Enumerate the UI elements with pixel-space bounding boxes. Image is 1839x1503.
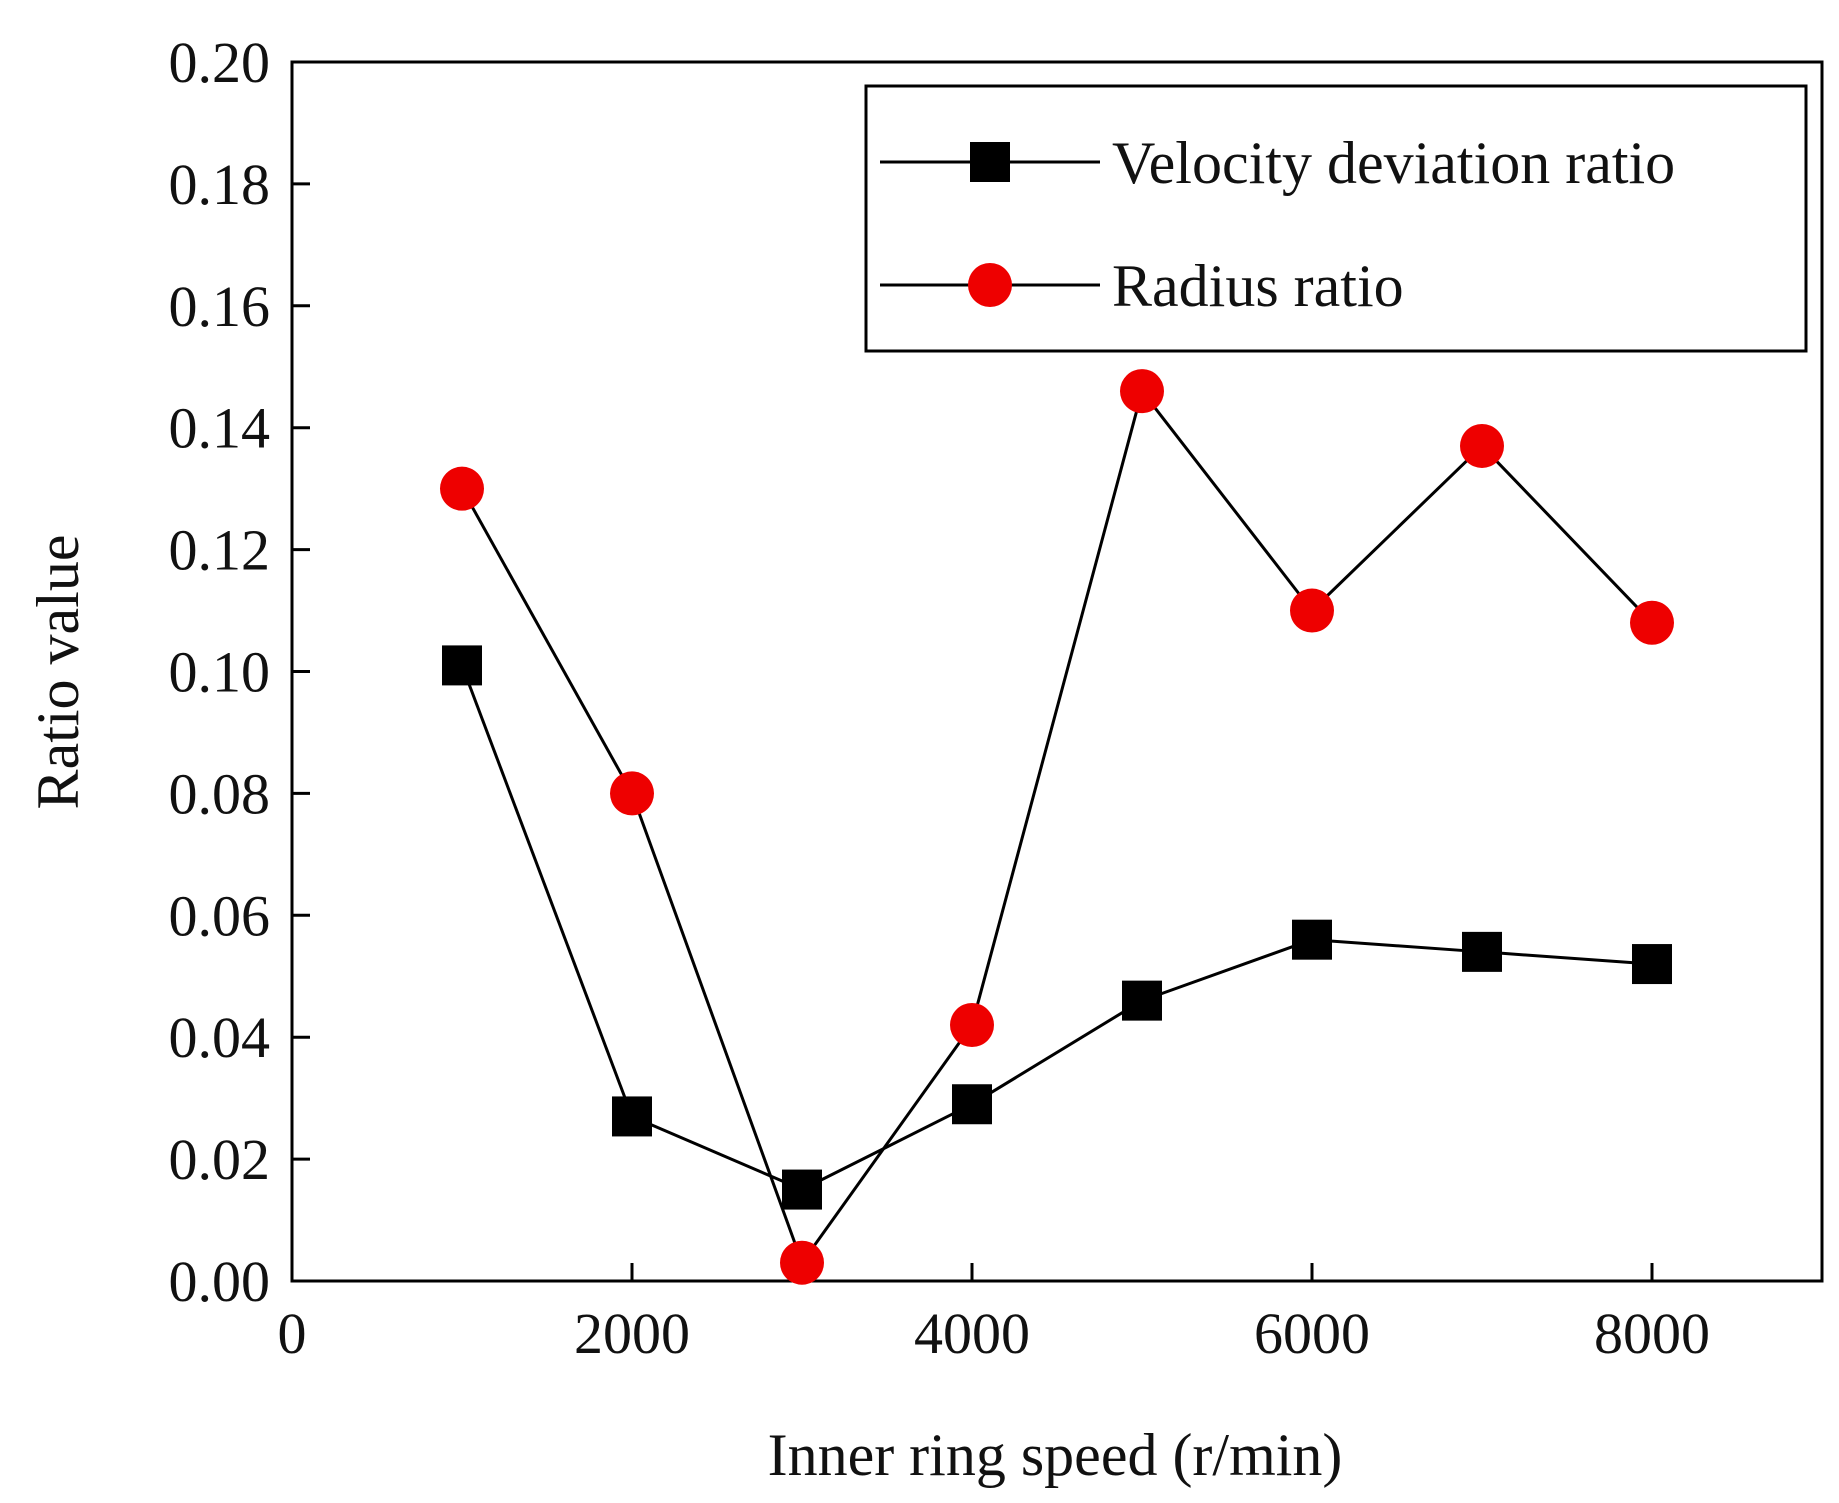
series-line-segment xyxy=(1160,945,1294,996)
x-axis-title: Inner ring speed (r/min) xyxy=(768,1422,1343,1488)
legend: Velocity deviation ratio Radius ratio xyxy=(864,84,1808,353)
data-point-circle xyxy=(440,466,484,511)
legend-label: Radius ratio xyxy=(1112,253,1404,319)
series-line-segment xyxy=(470,505,624,777)
data-point-circle xyxy=(610,771,654,816)
y-tick-label: 0.20 xyxy=(169,30,271,95)
y-tick-label: 0.04 xyxy=(169,1005,271,1070)
data-point-circle xyxy=(950,1003,994,1048)
legend-label: Velocity deviation ratio xyxy=(1112,130,1675,196)
data-point-square xyxy=(1632,944,1672,985)
data-point-square xyxy=(782,1169,822,1210)
legend-marker-circle xyxy=(968,263,1012,307)
series-line-segment xyxy=(1153,406,1301,596)
x-tick-label: 6000 xyxy=(1254,1301,1370,1366)
series-markers xyxy=(440,369,1674,1285)
data-point-circle xyxy=(1120,369,1164,414)
legend-marker-square xyxy=(970,142,1010,182)
series-lines xyxy=(467,406,1640,1248)
data-point-circle xyxy=(780,1240,824,1285)
data-point-circle xyxy=(1460,423,1504,468)
data-point-square xyxy=(952,1084,992,1125)
y-tick-label: 0.02 xyxy=(169,1127,271,1192)
data-point-square xyxy=(442,645,482,686)
series-line-segment xyxy=(988,1009,1126,1096)
x-tick-label: 4000 xyxy=(914,1301,1030,1366)
data-point-square xyxy=(1462,931,1502,972)
series-line-segment xyxy=(1501,951,1633,965)
series-line-segment xyxy=(649,1122,785,1184)
y-tick-label: 0.06 xyxy=(169,883,271,948)
data-point-square xyxy=(612,1096,652,1137)
series-line-segment xyxy=(819,1111,955,1182)
data-point-square xyxy=(1292,919,1332,960)
x-tick-label: 8000 xyxy=(1594,1301,1710,1366)
x-tick-label: 2000 xyxy=(574,1301,690,1366)
series-line-segment xyxy=(812,1040,962,1248)
x-tick-label: 0 xyxy=(278,1301,307,1366)
y-axis-title: Ratio value xyxy=(25,535,91,810)
series-line-segment xyxy=(467,683,627,1099)
y-tick-label: 0.16 xyxy=(169,274,271,339)
y-tick-label: 0.10 xyxy=(169,640,271,705)
y-tick-label: 0.18 xyxy=(169,152,271,217)
y-tick-label: 0.00 xyxy=(169,1249,271,1314)
y-tick-label: 0.14 xyxy=(169,396,271,461)
series-line-segment xyxy=(1494,459,1640,610)
y-tick-label: 0.12 xyxy=(169,518,271,583)
legend-box xyxy=(864,84,1808,353)
data-point-circle xyxy=(1290,588,1334,633)
series-line-segment xyxy=(637,811,797,1245)
data-point-circle xyxy=(1630,600,1674,645)
data-point-square xyxy=(1122,980,1162,1021)
series-line-segment xyxy=(1325,458,1469,598)
series-line-segment xyxy=(1331,939,1463,952)
axes: 0.00 0.02 0.04 0.06 0.08 0.10 0.12 0.14 0.16 0.18… xyxy=(169,30,1824,1366)
series-line-segment xyxy=(975,410,1139,1007)
y-tick-label: 0.08 xyxy=(169,761,271,826)
